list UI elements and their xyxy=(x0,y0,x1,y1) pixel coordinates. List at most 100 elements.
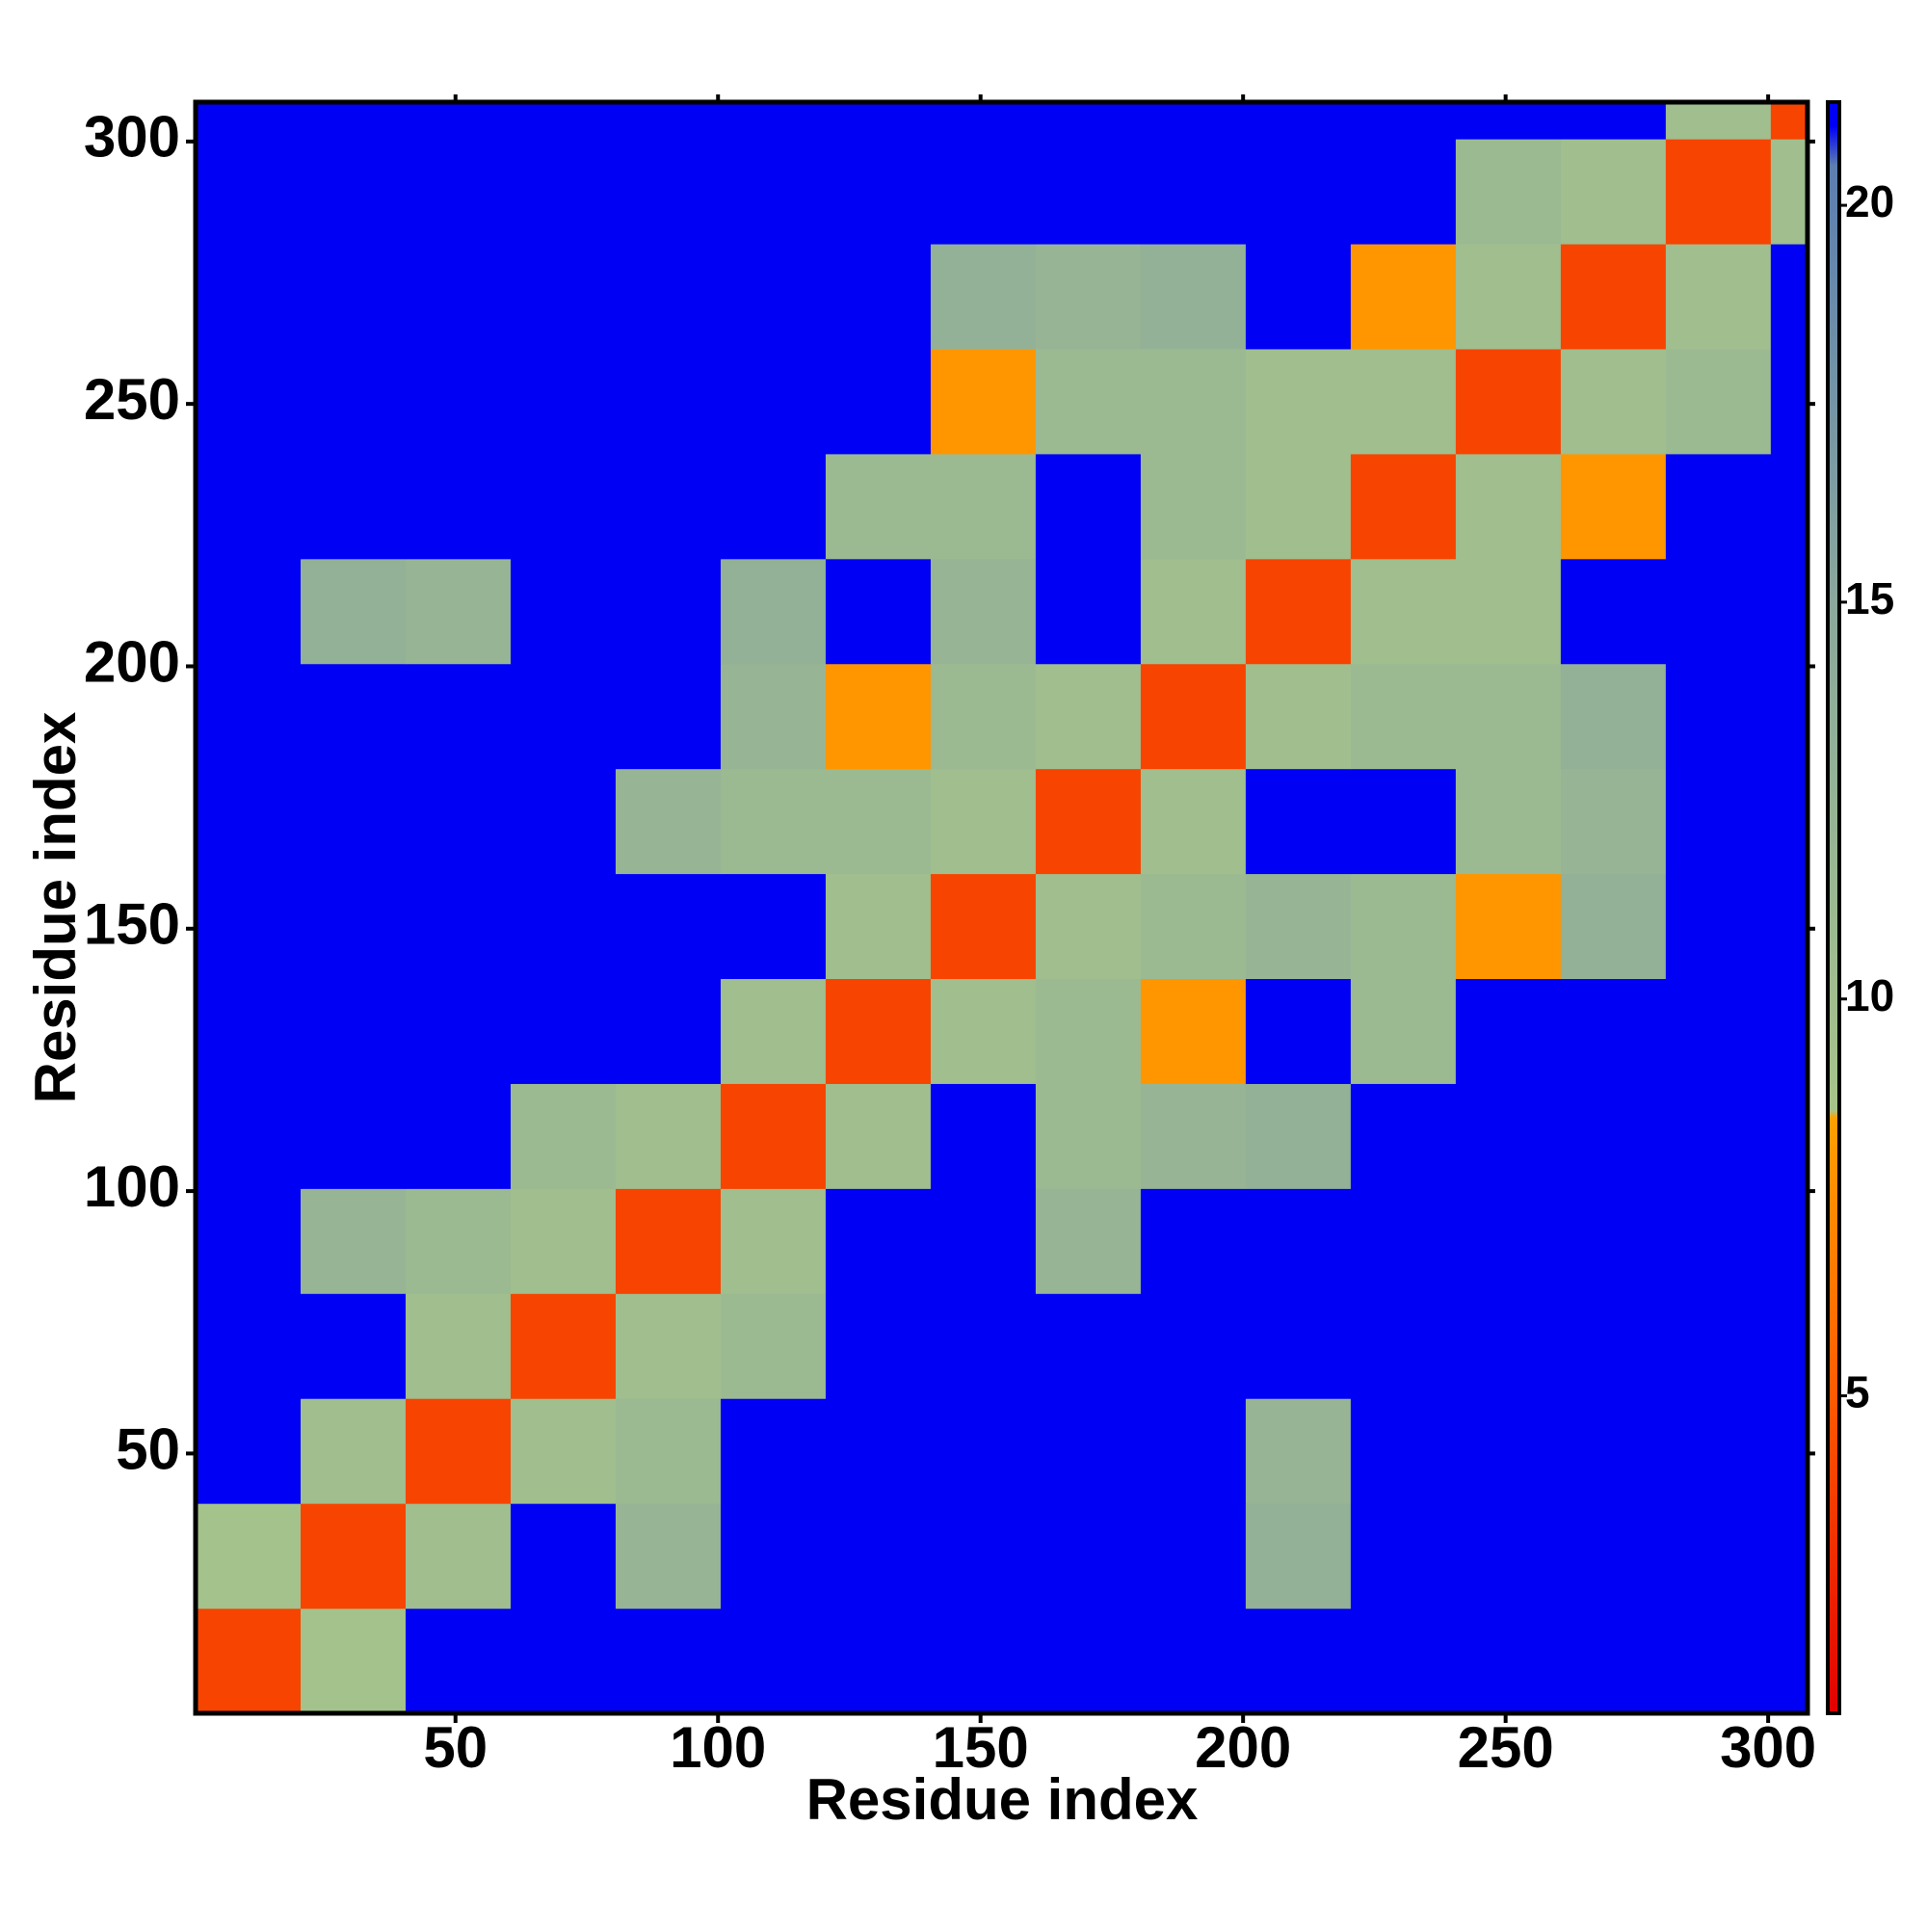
heatmap-cell xyxy=(196,558,302,665)
heatmap-cell xyxy=(825,244,932,350)
heatmap-cell xyxy=(1455,558,1562,665)
heatmap-cell xyxy=(1140,1188,1247,1294)
y-tick-label: 250 xyxy=(84,367,180,432)
heatmap-cell xyxy=(196,1608,302,1714)
heatmap-cell xyxy=(1140,348,1247,455)
heatmap-cell xyxy=(825,1503,932,1609)
colorbar-tick-label: 10 xyxy=(1845,970,1894,1020)
heatmap-cell xyxy=(1035,348,1142,455)
heatmap-cell xyxy=(1035,139,1142,245)
heatmap-cell xyxy=(1560,1293,1667,1399)
heatmap-cell xyxy=(720,558,827,665)
heatmap-cell xyxy=(1455,663,1562,770)
heatmap-cell xyxy=(1455,978,1562,1084)
heatmap-cell xyxy=(1770,1293,1808,1399)
y-tick-label: 200 xyxy=(84,629,180,694)
heatmap-cell xyxy=(930,244,1037,350)
x-tick-label: 250 xyxy=(1458,1715,1554,1780)
heatmap-cell xyxy=(405,348,512,455)
heatmap-cell xyxy=(615,139,722,245)
heatmap-cell xyxy=(510,453,617,560)
heatmap-cell xyxy=(1665,453,1772,560)
heatmap-cell xyxy=(1455,1608,1562,1714)
heatmap-cell xyxy=(1035,873,1142,980)
heatmap-cell xyxy=(930,1188,1037,1294)
heatmap-cell xyxy=(405,663,512,770)
heatmap-cell xyxy=(1350,139,1457,245)
heatmap-cell xyxy=(720,1188,827,1294)
heatmap-cell xyxy=(196,1293,302,1399)
heatmap-cell xyxy=(1245,1083,1352,1189)
heatmap-cell xyxy=(1245,873,1352,980)
heatmap-cell xyxy=(1770,1083,1808,1189)
heatmap-cell xyxy=(196,139,302,245)
heatmap-cell xyxy=(405,1398,512,1504)
heatmap-cell xyxy=(615,768,722,875)
heatmap-cell xyxy=(720,873,827,980)
heatmap-cell xyxy=(615,244,722,350)
y-axis-label: Residue index xyxy=(23,712,88,1104)
heatmap-cell xyxy=(1560,102,1667,140)
heatmap-cell xyxy=(930,1503,1037,1609)
heatmap-cell xyxy=(825,1083,932,1189)
heatmap-cell xyxy=(510,139,617,245)
heatmap-cell xyxy=(300,558,407,665)
heatmap-cell xyxy=(1665,663,1772,770)
heatmap-cell xyxy=(1140,102,1247,140)
heatmap-cell xyxy=(1350,1503,1457,1609)
heatmap-cell xyxy=(1035,244,1142,350)
heatmap-cell xyxy=(1665,139,1772,245)
heatmap-cell xyxy=(1560,1398,1667,1504)
heatmap-cell xyxy=(1035,663,1142,770)
heatmap-cell xyxy=(1770,558,1808,665)
heatmap-cell xyxy=(615,873,722,980)
heatmap-cell xyxy=(196,873,302,980)
x-tick-label: 150 xyxy=(933,1715,1029,1780)
heatmap-cell xyxy=(615,663,722,770)
heatmap-cell xyxy=(300,1083,407,1189)
heatmap-cell xyxy=(510,348,617,455)
heatmap-cell xyxy=(930,558,1037,665)
heatmap-cell xyxy=(1140,1083,1247,1189)
heatmap-cell xyxy=(825,873,932,980)
heatmap-cell xyxy=(405,1083,512,1189)
heatmap-cell xyxy=(1140,1398,1247,1504)
heatmap-cell xyxy=(1665,1188,1772,1294)
heatmap-cell xyxy=(1245,244,1352,350)
heatmap-cell xyxy=(1035,558,1142,665)
heatmap-cell xyxy=(1560,453,1667,560)
heatmap-cell xyxy=(1665,1083,1772,1189)
heatmap-cell xyxy=(1350,768,1457,875)
heatmap-cell xyxy=(1455,1188,1562,1294)
colorbar-tick-label: 5 xyxy=(1845,1367,1870,1417)
x-tick-label: 100 xyxy=(670,1715,766,1780)
heatmap-cell xyxy=(1665,873,1772,980)
heatmap-cell xyxy=(300,1188,407,1294)
heatmap-cell xyxy=(615,1503,722,1609)
heatmap-cell xyxy=(300,768,407,875)
heatmap-cell xyxy=(300,244,407,350)
heatmap xyxy=(196,102,1808,1714)
heatmap-cell xyxy=(1350,1083,1457,1189)
heatmap-cell xyxy=(1560,978,1667,1084)
heatmap-cell xyxy=(1455,1293,1562,1399)
heatmap-cell xyxy=(1140,663,1247,770)
x-tick-label: 50 xyxy=(423,1715,488,1780)
heatmap-cell xyxy=(300,873,407,980)
heatmap-cell xyxy=(1350,1293,1457,1399)
heatmap-cell xyxy=(1350,558,1457,665)
heatmap-cell xyxy=(300,1608,407,1714)
heatmap-cell xyxy=(1770,663,1808,770)
heatmap-cell xyxy=(1350,978,1457,1084)
heatmap-cell xyxy=(615,348,722,455)
heatmap-cell xyxy=(930,1608,1037,1714)
heatmap-cell xyxy=(405,1188,512,1294)
heatmap-cell xyxy=(720,1293,827,1399)
heatmap-cell xyxy=(1455,244,1562,350)
heatmap-cell xyxy=(1350,663,1457,770)
heatmap-cell xyxy=(300,139,407,245)
heatmap-cell xyxy=(510,768,617,875)
heatmap-cell xyxy=(196,978,302,1084)
heatmap-cell xyxy=(1035,1083,1142,1189)
